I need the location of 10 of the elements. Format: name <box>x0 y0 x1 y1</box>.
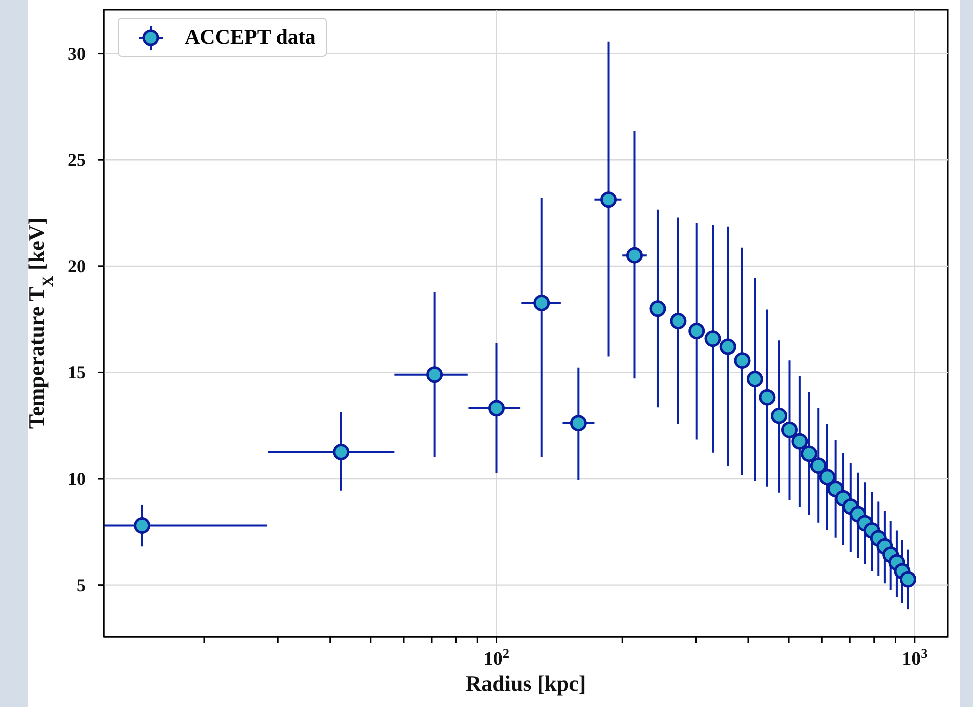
y-tick-label: 30 <box>68 44 86 64</box>
x-axis-title: Radius [kpc] <box>466 671 586 696</box>
y-tick-label: 5 <box>77 575 86 596</box>
y-tick-label: 20 <box>68 256 86 276</box>
legend-label: ACCEPT data <box>185 25 316 50</box>
y-tick-label: 10 <box>68 469 86 490</box>
x-tick-label: 10$^{2}$ <box>484 646 510 670</box>
x-tick-label: 10$^{3}$ <box>902 646 928 670</box>
y-tick-label: 25 <box>68 150 86 170</box>
y-tick-label: 15 <box>68 362 86 383</box>
